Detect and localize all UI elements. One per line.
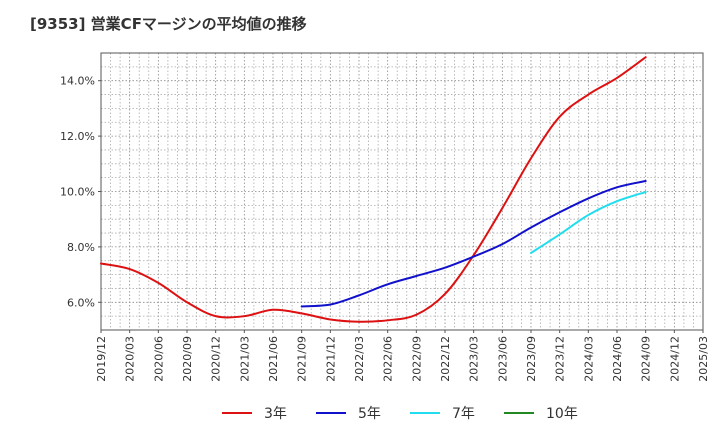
x-tick-label: 2021/09 (296, 336, 309, 382)
x-tick-label: 2023/09 (525, 336, 538, 382)
x-tick-label: 2021/06 (267, 336, 280, 382)
x-tick-label: 2020/12 (210, 336, 223, 382)
x-tick-label: 2022/06 (382, 336, 395, 382)
series-line-1 (100, 56, 647, 323)
x-tick-label: 2020/06 (152, 336, 165, 382)
x-tick-label: 2024/03 (582, 336, 595, 382)
x-tick-label: 2021/12 (324, 336, 337, 382)
legend-label: 5年 (358, 406, 381, 422)
y-tick-label: 6.0% (67, 296, 95, 309)
x-tick-label: 2024/12 (668, 336, 681, 382)
x-tick-label: 2023/12 (554, 336, 567, 382)
x-tick-label: 2023/03 (468, 336, 481, 382)
series-line-2 (300, 179, 647, 308)
legend-label: 3年 (264, 406, 287, 422)
x-tick-label: 2024/06 (611, 336, 624, 382)
chart-title: [9353] 営業CFマージンの平均値の推移 (30, 15, 307, 33)
x-tick-label: 2022/12 (439, 336, 452, 382)
grid (101, 52, 703, 330)
series-line-3 (530, 191, 647, 254)
legend-label: 10年 (546, 406, 578, 422)
y-tick-label: 12.0% (60, 130, 95, 143)
x-tick-label: 2025/03 (697, 336, 710, 382)
x-tick-label: 2022/03 (353, 336, 366, 382)
x-tick-label: 2019/12 (95, 336, 108, 382)
legend-label: 7年 (452, 406, 475, 422)
y-tick-label: 14.0% (60, 75, 95, 88)
y-tick-label: 10.0% (60, 186, 95, 199)
x-tick-label: 2023/06 (496, 336, 509, 382)
x-tick-label: 2020/03 (124, 336, 137, 382)
x-tick-label: 2022/09 (410, 336, 423, 382)
legend: 3年 5年 7年 10年 (222, 406, 578, 422)
y-tick-label: 8.0% (67, 241, 95, 254)
x-tick-label: 2020/09 (181, 336, 194, 382)
x-tick-label: 2024/09 (640, 336, 653, 382)
x-tick-label: 2021/03 (238, 336, 251, 382)
